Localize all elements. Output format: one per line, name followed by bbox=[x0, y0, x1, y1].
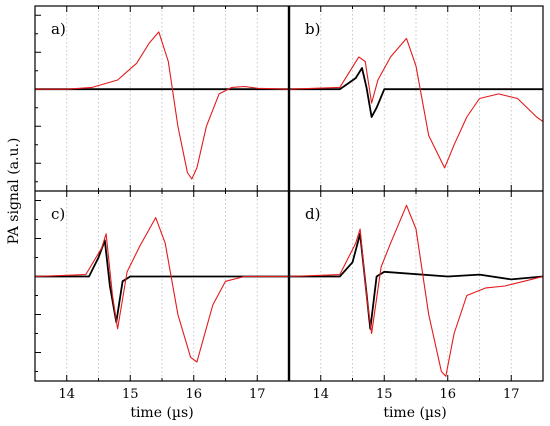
panel-a: a) bbox=[35, 6, 290, 191]
panel-b: b) bbox=[288, 6, 544, 191]
x-tick-label: 17 bbox=[249, 387, 266, 402]
panel-d: d) 14 15 16 17 bbox=[288, 191, 544, 402]
red-series-line bbox=[288, 37, 544, 169]
black-series-line bbox=[289, 67, 543, 118]
panel-label: c) bbox=[51, 205, 65, 223]
panel-label: d) bbox=[305, 205, 320, 223]
x-tick-label: 16 bbox=[185, 387, 202, 402]
x-axis-label-right: time (µs) bbox=[383, 405, 446, 421]
x-tick-label: 17 bbox=[503, 387, 520, 402]
red-series-line bbox=[34, 217, 289, 363]
x-tick-label: 15 bbox=[376, 387, 393, 402]
x-tick-label: 15 bbox=[122, 387, 139, 402]
panels: a) b) c) 14 15 16 17 d) 14 15 16 17 bbox=[34, 5, 544, 402]
black-series-line bbox=[289, 232, 544, 330]
panel-label: a) bbox=[51, 20, 66, 38]
x-tick-label: 16 bbox=[439, 387, 456, 402]
panel-label: b) bbox=[305, 20, 320, 38]
x-tick-label: 14 bbox=[312, 387, 329, 402]
panel-c: c) 14 15 16 17 bbox=[34, 191, 289, 402]
y-axis-label: PA signal (a.u.) bbox=[6, 138, 22, 245]
red-series-line bbox=[288, 204, 544, 377]
x-tick-label: 14 bbox=[58, 387, 75, 402]
red-series-line bbox=[35, 31, 290, 180]
black-series-line bbox=[35, 239, 289, 323]
x-axis-label-left: time (µs) bbox=[130, 405, 193, 421]
